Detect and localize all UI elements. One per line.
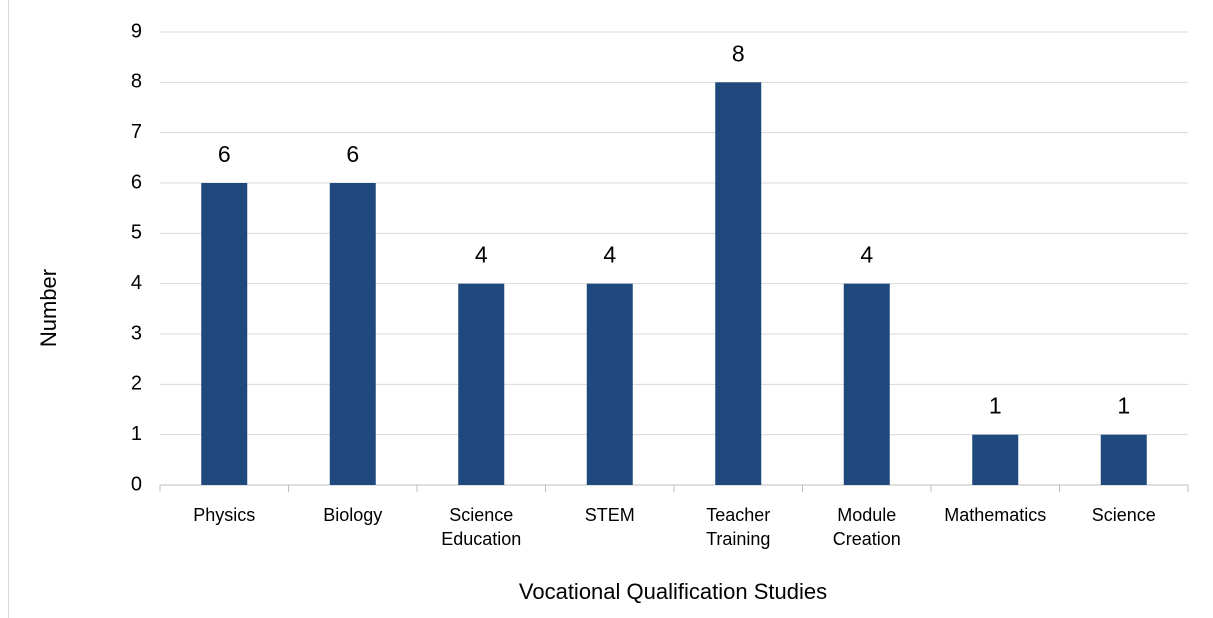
- y-tick-label: 0: [131, 473, 142, 495]
- bar: [972, 434, 1019, 485]
- bar: [329, 183, 376, 485]
- y-tick-label: 4: [131, 272, 142, 294]
- bar: [586, 283, 633, 485]
- chart-frame: [8, 0, 9, 618]
- x-tick-label: Science Education: [441, 505, 522, 549]
- data-label: 1: [989, 393, 1002, 419]
- y-tick-label: 5: [131, 222, 142, 244]
- bar: [201, 183, 248, 485]
- data-label: 4: [860, 242, 873, 268]
- bar: [458, 283, 505, 485]
- y-tick-label: 6: [131, 171, 142, 193]
- y-tick-label: 2: [131, 373, 142, 395]
- data-label: 6: [346, 141, 359, 167]
- y-tick-label: 9: [131, 20, 142, 42]
- x-tick-label: Physics: [193, 505, 256, 525]
- y-tick-label: 3: [131, 322, 142, 344]
- x-axis-title: Vocational Qualification Studies: [519, 579, 827, 604]
- y-tick-label: 1: [131, 423, 142, 445]
- bar: [1100, 434, 1147, 485]
- x-tick-label: Module Creation: [832, 505, 901, 549]
- y-axis-title: Number: [36, 269, 61, 347]
- bar: [715, 82, 762, 485]
- x-tick-label: Biology: [323, 505, 383, 525]
- data-label: 4: [475, 242, 488, 268]
- x-tick-label: Mathematics: [944, 505, 1047, 525]
- data-label: 4: [603, 242, 616, 268]
- y-tick-label: 7: [131, 121, 142, 143]
- data-label: 8: [732, 40, 745, 66]
- bar: [843, 283, 890, 485]
- x-tick-label: Science: [1091, 505, 1156, 525]
- data-label: 6: [218, 141, 231, 167]
- x-tick-label: STEM: [584, 505, 635, 525]
- data-label: 1: [1117, 393, 1130, 419]
- x-tick-label: Teacher Training: [706, 505, 771, 549]
- y-tick-label: 8: [131, 71, 142, 93]
